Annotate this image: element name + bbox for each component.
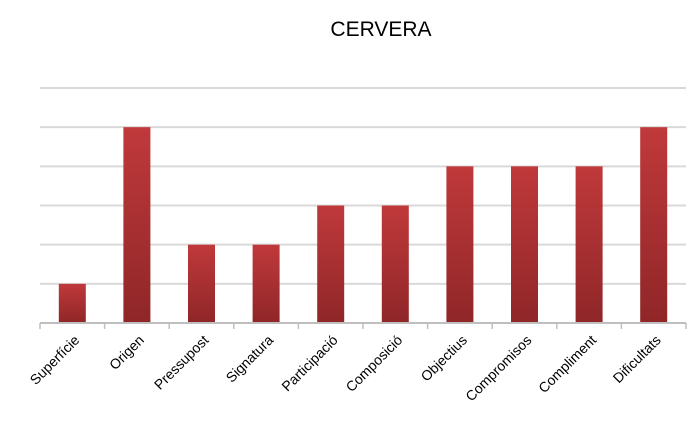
x-tick-label: Compliment [535,332,599,396]
chart-title: CERVERA [330,18,432,41]
x-tick-label: Origen [106,332,147,373]
x-tick-label: Objectius [417,332,470,385]
x-tick-label: Participació [278,332,341,395]
bar-dificultats [640,127,668,324]
bar-pressupost [188,244,215,323]
x-tick-label: Compromisos [462,332,534,404]
bar-superfície [58,283,86,323]
x-tick-label: Composició [342,332,405,395]
x-tick-label: Dificultats [610,332,664,386]
bar-participació [317,205,345,323]
bar-origen [123,127,151,324]
x-axis [39,322,687,329]
bar-objectius [446,166,474,323]
x-tick-label: Signatura [223,332,277,386]
bar-compliment [575,166,603,323]
x-tick-label: Superfície [27,332,83,388]
bar-composició [381,205,409,323]
x-tick-labels: Superfície Origen Pressupost Signatura Parti… [27,332,664,405]
bar-signatura [252,244,280,323]
bar-compromisos [511,166,538,323]
x-tick-label: Pressupost [151,332,212,393]
bars [58,127,668,324]
